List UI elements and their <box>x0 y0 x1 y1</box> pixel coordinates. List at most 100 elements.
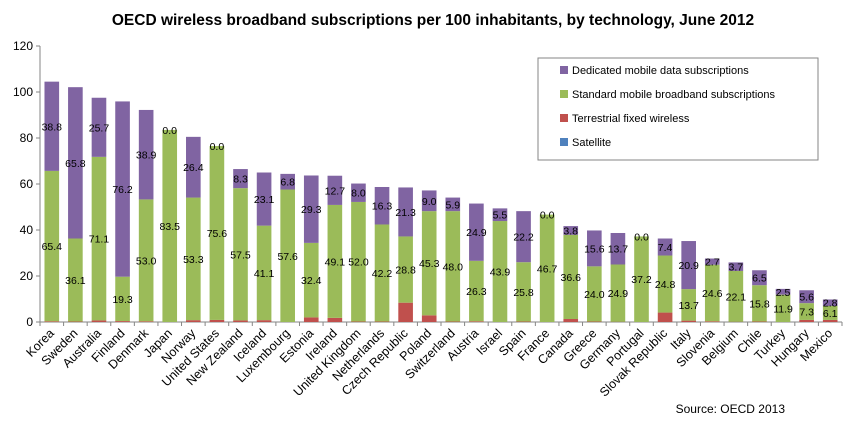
data-label: 0.0 <box>540 210 555 222</box>
y-tick-label: 80 <box>20 131 34 145</box>
data-label: 19.3 <box>112 294 133 306</box>
data-label: 6.8 <box>280 177 295 189</box>
data-label: 8.3 <box>233 174 248 186</box>
data-label: 36.6 <box>561 272 582 284</box>
data-label: 32.4 <box>301 275 322 287</box>
data-label: 13.7 <box>678 300 699 312</box>
data-label: 0.0 <box>162 125 177 137</box>
data-label: 49.1 <box>325 256 346 268</box>
bar-dedicated-mobile-data-subscriptions <box>610 232 626 265</box>
bar-standard-mobile-broadband-subscriptions <box>539 214 555 322</box>
data-label: 25.7 <box>89 122 110 134</box>
data-label: 53.0 <box>136 255 157 267</box>
bar-dedicated-mobile-data-subscriptions <box>822 299 838 306</box>
bar-standard-mobile-broadband-subscriptions <box>209 146 225 320</box>
data-label: 25.8 <box>513 287 534 299</box>
y-tick-label: 100 <box>13 85 33 99</box>
category-labels: KoreaSwedenAustraliaFinlandDenmarkJapanN… <box>23 326 835 400</box>
data-labels: 65.4 38.8 36.1 65.8 71.1 25.7 19.3 76.2 53.0 38.9… <box>42 121 838 320</box>
data-label: 2.7 <box>705 257 720 269</box>
bar-standard-mobile-broadband-subscriptions <box>398 236 413 303</box>
bar-standard-mobile-broadband-subscriptions <box>421 211 437 316</box>
data-label: 5.9 <box>445 199 460 211</box>
legend-swatch <box>560 66 568 74</box>
bar-terrestrial-fixed-wireless <box>469 321 484 322</box>
bar-terrestrial-fixed-wireless <box>822 319 838 322</box>
bar-standard-mobile-broadband-subscriptions <box>68 238 83 322</box>
data-label: 0.0 <box>634 231 649 243</box>
bar-standard-mobile-broadband-subscriptions <box>91 156 107 321</box>
bar-dedicated-mobile-data-subscriptions <box>351 183 366 202</box>
bar-terrestrial-fixed-wireless <box>799 319 814 322</box>
bar-terrestrial-fixed-wireless <box>563 319 579 322</box>
data-label: 26.4 <box>183 162 204 174</box>
bar-standard-mobile-broadband-subscriptions <box>115 276 130 322</box>
data-label: 11.9 <box>773 303 793 315</box>
bar-terrestrial-fixed-wireless <box>91 320 107 322</box>
bar-dedicated-mobile-data-subscriptions <box>516 211 531 263</box>
legend-label: Terrestrial fixed wireless <box>572 113 690 125</box>
bar-terrestrial-fixed-wireless <box>209 319 225 322</box>
data-label: 71.1 <box>89 234 110 246</box>
bar-dedicated-mobile-data-subscriptions <box>728 262 744 271</box>
data-label: 5.6 <box>799 292 814 304</box>
bar-dedicated-mobile-data-subscriptions <box>752 270 767 286</box>
source-note: Source: OECD 2013 <box>676 402 786 416</box>
data-label: 0.0 <box>210 141 225 153</box>
data-label: 41.1 <box>254 268 275 280</box>
data-label: 2.8 <box>823 298 838 310</box>
chart-title: OECD wireless broadband subscriptions pe… <box>111 12 755 29</box>
bar-terrestrial-fixed-wireless <box>704 321 720 322</box>
bar-dedicated-mobile-data-subscriptions <box>115 101 130 277</box>
bar-dedicated-mobile-data-subscriptions <box>327 175 343 205</box>
bar-dedicated-mobile-data-subscriptions <box>374 186 390 225</box>
bar-dedicated-mobile-data-subscriptions <box>233 169 248 189</box>
data-label: 24.9 <box>466 227 487 239</box>
data-label: 7.4 <box>658 242 673 254</box>
bar-standard-mobile-broadband-subscriptions <box>280 189 295 322</box>
data-label: 20.9 <box>678 260 699 272</box>
data-label: 75.6 <box>207 228 228 240</box>
y-tick-label: 120 <box>13 39 33 53</box>
data-label: 6.1 <box>823 308 838 320</box>
bar-terrestrial-fixed-wireless <box>681 320 696 322</box>
bar-dedicated-mobile-data-subscriptions <box>469 203 484 261</box>
y-tick-label: 20 <box>20 269 34 283</box>
legend-swatch <box>560 114 568 122</box>
bar-standard-mobile-broadband-subscriptions <box>704 264 720 322</box>
data-label: 24.6 <box>702 288 723 300</box>
bar-standard-mobile-broadband-subscriptions <box>351 201 366 322</box>
legend: Dedicated mobile data subscriptions Stand… <box>537 57 819 161</box>
bar-standard-mobile-broadband-subscriptions <box>752 285 767 322</box>
data-label: 3.8 <box>563 225 578 237</box>
y-tick-label: 40 <box>20 223 34 237</box>
bar-dedicated-mobile-data-subscriptions <box>799 290 814 304</box>
bar-standard-mobile-broadband-subscriptions <box>445 211 461 322</box>
bar-terrestrial-fixed-wireless <box>398 302 413 322</box>
data-label: 15.8 <box>749 298 770 310</box>
data-label: 8.0 <box>351 188 366 200</box>
data-label: 42.2 <box>372 268 393 280</box>
bar-dedicated-mobile-data-subscriptions <box>303 175 319 243</box>
axes: 0 20 40 60 80 100 120 <box>13 39 843 329</box>
data-label: 45.3 <box>419 258 440 270</box>
data-label: 7.3 <box>799 307 814 319</box>
bar-dedicated-mobile-data-subscriptions <box>587 230 602 267</box>
bar-terrestrial-fixed-wireless <box>138 321 154 322</box>
data-label: 3.7 <box>729 262 744 274</box>
bar-dedicated-mobile-data-subscriptions <box>91 97 107 157</box>
data-label: 21.3 <box>395 207 416 219</box>
legend-swatch <box>560 138 568 146</box>
data-label: 36.1 <box>65 275 86 287</box>
data-label: 52.0 <box>348 257 369 269</box>
data-label: 57.6 <box>277 251 298 263</box>
data-label: 22.1 <box>726 291 747 303</box>
y-tick-label: 0 <box>26 315 33 329</box>
bar-terrestrial-fixed-wireless <box>44 321 60 322</box>
data-label: 5.5 <box>493 210 508 222</box>
data-label: 16.3 <box>372 201 393 213</box>
legend-label: Dedicated mobile data subscriptions <box>572 65 749 77</box>
data-label: 38.9 <box>136 150 157 162</box>
legend-label: Standard mobile broadband subscriptions <box>572 89 776 101</box>
